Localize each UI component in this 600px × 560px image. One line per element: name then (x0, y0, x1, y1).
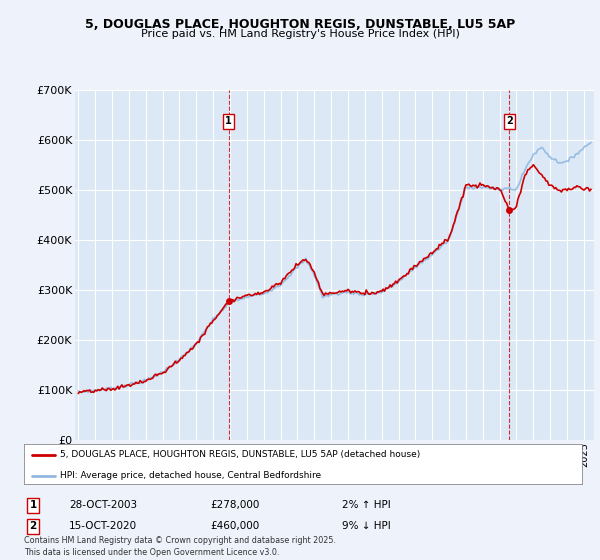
Text: 9% ↓ HPI: 9% ↓ HPI (342, 521, 391, 531)
Text: 15-OCT-2020: 15-OCT-2020 (69, 521, 137, 531)
Text: 2% ↑ HPI: 2% ↑ HPI (342, 500, 391, 510)
Text: Price paid vs. HM Land Registry's House Price Index (HPI): Price paid vs. HM Land Registry's House … (140, 29, 460, 39)
Text: £460,000: £460,000 (210, 521, 259, 531)
Text: 2: 2 (506, 116, 513, 126)
Text: 2: 2 (29, 521, 37, 531)
Text: 28-OCT-2003: 28-OCT-2003 (69, 500, 137, 510)
Text: HPI: Average price, detached house, Central Bedfordshire: HPI: Average price, detached house, Cent… (60, 471, 322, 480)
Text: Contains HM Land Registry data © Crown copyright and database right 2025.
This d: Contains HM Land Registry data © Crown c… (24, 536, 336, 557)
Text: £278,000: £278,000 (210, 500, 259, 510)
Text: 1: 1 (225, 116, 232, 126)
Text: 5, DOUGLAS PLACE, HOUGHTON REGIS, DUNSTABLE, LU5 5AP (detached house): 5, DOUGLAS PLACE, HOUGHTON REGIS, DUNSTA… (60, 450, 421, 459)
Text: 5, DOUGLAS PLACE, HOUGHTON REGIS, DUNSTABLE, LU5 5AP: 5, DOUGLAS PLACE, HOUGHTON REGIS, DUNSTA… (85, 18, 515, 31)
Text: 1: 1 (29, 500, 37, 510)
